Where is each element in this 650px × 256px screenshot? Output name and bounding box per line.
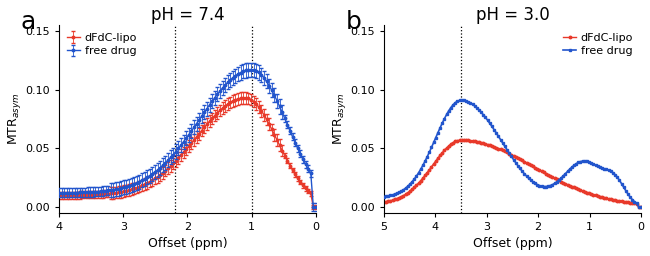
dFdC-lipo — [635, 206, 643, 209]
dFdC-lipo — [449, 141, 457, 144]
free drug — [637, 206, 645, 209]
dFdC-lipo — [630, 202, 638, 205]
Title: pH = 7.4: pH = 7.4 — [151, 6, 224, 24]
dFdC-lipo — [458, 138, 465, 142]
dFdC-lipo — [434, 157, 442, 160]
free drug — [449, 103, 457, 106]
Y-axis label: MTR$_{asym}$: MTR$_{asym}$ — [331, 93, 348, 145]
dFdC-lipo — [585, 192, 593, 195]
free drug — [630, 200, 638, 203]
Line: free drug: free drug — [383, 99, 642, 208]
free drug — [434, 131, 442, 134]
Text: a: a — [20, 10, 36, 34]
dFdC-lipo — [525, 163, 532, 166]
Line: dFdC-lipo: dFdC-lipo — [383, 139, 642, 208]
dFdC-lipo — [559, 181, 567, 184]
X-axis label: Offset (ppm): Offset (ppm) — [148, 238, 228, 250]
free drug — [458, 99, 465, 102]
free drug — [635, 206, 643, 209]
Y-axis label: MTR$_{asym}$: MTR$_{asym}$ — [6, 93, 23, 145]
dFdC-lipo — [637, 206, 645, 209]
free drug — [559, 174, 567, 177]
X-axis label: Offset (ppm): Offset (ppm) — [473, 238, 552, 250]
Legend: dFdC-lipo, free drug: dFdC-lipo, free drug — [64, 31, 139, 59]
dFdC-lipo — [380, 200, 388, 204]
Title: pH = 3.0: pH = 3.0 — [476, 6, 549, 24]
Text: b: b — [345, 10, 361, 34]
free drug — [525, 177, 532, 180]
Legend: dFdC-lipo, free drug: dFdC-lipo, free drug — [561, 31, 636, 59]
free drug — [380, 195, 388, 198]
free drug — [585, 161, 593, 164]
